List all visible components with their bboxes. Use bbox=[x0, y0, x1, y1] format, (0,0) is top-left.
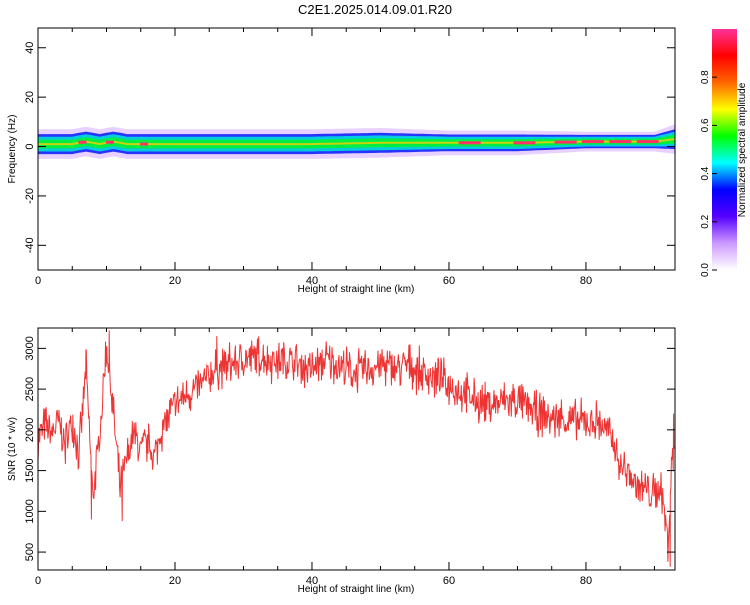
snr-y-ticks: 500 1000 1500 2000 2500 3000 bbox=[24, 336, 675, 561]
snr-y-tick-label: 500 bbox=[24, 543, 36, 561]
colorbar-tick-label: 0.2 bbox=[700, 214, 711, 228]
snr-y-tick-label: 2000 bbox=[24, 418, 36, 442]
snr-y-tick-label: 1500 bbox=[24, 458, 36, 482]
heatmap-hotspot bbox=[581, 140, 604, 144]
heatmap-y-tick-label: 20 bbox=[24, 91, 36, 103]
heatmap-frame bbox=[37, 27, 676, 271]
heatmap-y-axis-label: Frequency (Hz) bbox=[7, 115, 18, 184]
heatmap-hotspot bbox=[554, 140, 577, 144]
snr-panel: 0 20 40 60 80 500 1000 1500 2000 2500 3000 Height… bbox=[7, 327, 676, 595]
snr-x-tick-label: 80 bbox=[580, 575, 592, 587]
heatmap-hotspot bbox=[105, 140, 114, 144]
colorbar-ticks: 0.0 0.2 0.4 0.6 0.8 bbox=[700, 70, 717, 277]
snr-x-ticks: 0 20 40 60 80 bbox=[35, 328, 655, 587]
heatmap-y-tick-label: -40 bbox=[24, 237, 36, 253]
heatmap-y-ticks: -40 -20 0 20 40 bbox=[24, 42, 675, 253]
heatmap-panel: 0 20 40 60 80 -40 -20 0 20 40 Height of straight… bbox=[7, 27, 676, 295]
snr-y-tick-label: 2500 bbox=[24, 377, 36, 401]
heatmap-hotspot bbox=[458, 141, 481, 145]
colorbar-label: Normalized spectral amplitude bbox=[737, 82, 748, 217]
snr-frame bbox=[37, 327, 676, 571]
heatmap-band bbox=[38, 124, 676, 159]
snr-y-tick-label: 3000 bbox=[24, 336, 36, 360]
heatmap-x-tick-label: 40 bbox=[306, 275, 318, 287]
heatmap-x-tick-label: 20 bbox=[169, 275, 181, 287]
heatmap-hotspot bbox=[140, 142, 149, 146]
heatmap-x-axis-label: Height of straight line (km) bbox=[298, 284, 415, 295]
snr-x-axis-label: Height of straight line (km) bbox=[298, 584, 415, 595]
heatmap-y-tick-label: 0 bbox=[24, 143, 36, 149]
colorbar-tick-label: 0.4 bbox=[700, 166, 711, 180]
heatmap-y-tick-label: -20 bbox=[24, 188, 36, 204]
heatmap-hotspot bbox=[636, 140, 659, 144]
snr-x-tick-label: 60 bbox=[443, 575, 455, 587]
heatmap-hotspot bbox=[78, 140, 87, 144]
heatmap-x-tick-label: 80 bbox=[580, 275, 592, 287]
snr-x-tick-label: 40 bbox=[306, 575, 318, 587]
figure-title: C2E1.2025.014.09.01.R20 bbox=[298, 2, 452, 17]
heatmap-hotspot bbox=[513, 141, 536, 145]
colorbar-gradient bbox=[712, 29, 737, 270]
snr-y-tick-label: 1000 bbox=[24, 499, 36, 523]
colorbar-tick-label: 0.0 bbox=[700, 263, 711, 277]
snr-y-axis-label: SNR (10 * v/v) bbox=[7, 417, 18, 481]
heatmap-x-tick-label: 0 bbox=[35, 275, 41, 287]
snr-series-line bbox=[37, 330, 676, 567]
heatmap-x-ticks: 0 20 40 60 80 bbox=[35, 28, 655, 287]
heatmap-y-tick-label: 40 bbox=[24, 42, 36, 54]
heatmap-x-tick-label: 60 bbox=[443, 275, 455, 287]
colorbar-tick-label: 0.6 bbox=[700, 118, 711, 132]
colorbar-tick-label: 0.8 bbox=[700, 70, 711, 84]
snr-x-tick-label: 0 bbox=[35, 575, 41, 587]
snr-x-tick-label: 20 bbox=[169, 575, 181, 587]
colorbar: 0.0 0.2 0.4 0.6 0.8 Normalized spectral ampl… bbox=[700, 29, 748, 277]
heatmap-hotspot bbox=[609, 140, 632, 144]
snr-line-group bbox=[37, 330, 676, 567]
